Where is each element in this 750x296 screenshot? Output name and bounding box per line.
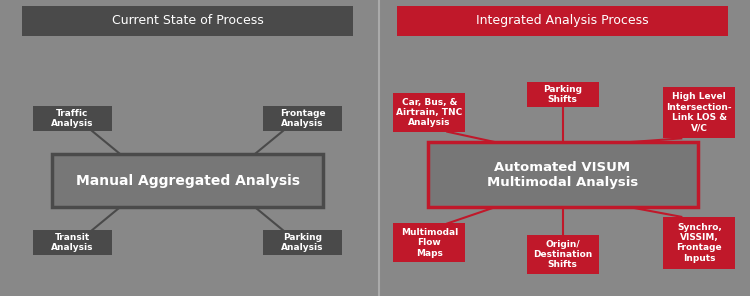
FancyBboxPatch shape bbox=[33, 106, 112, 131]
Text: Multimodal
Flow
Maps: Multimodal Flow Maps bbox=[400, 228, 458, 258]
Text: Automated VISUM
Multimodal Analysis: Automated VISUM Multimodal Analysis bbox=[487, 161, 638, 189]
Text: Current State of Process: Current State of Process bbox=[112, 14, 263, 27]
FancyBboxPatch shape bbox=[526, 82, 598, 107]
Text: Car, Bus, &
Airtrain, TNC
Analysis: Car, Bus, & Airtrain, TNC Analysis bbox=[396, 98, 463, 127]
Text: Traffic
Analysis: Traffic Analysis bbox=[51, 109, 94, 128]
FancyBboxPatch shape bbox=[33, 230, 112, 255]
Text: Transit
Analysis: Transit Analysis bbox=[51, 233, 94, 252]
FancyBboxPatch shape bbox=[263, 106, 342, 131]
Text: Manual Aggregated Analysis: Manual Aggregated Analysis bbox=[76, 173, 299, 188]
FancyBboxPatch shape bbox=[263, 230, 342, 255]
FancyBboxPatch shape bbox=[393, 223, 465, 262]
Text: Parking
Shifts: Parking Shifts bbox=[543, 85, 582, 104]
FancyBboxPatch shape bbox=[427, 142, 698, 207]
FancyBboxPatch shape bbox=[53, 154, 322, 207]
FancyBboxPatch shape bbox=[22, 6, 353, 36]
Text: Synchro,
VISSIM,
Frontage
Inputs: Synchro, VISSIM, Frontage Inputs bbox=[676, 223, 722, 263]
Text: Parking
Analysis: Parking Analysis bbox=[281, 233, 324, 252]
Text: Origin/
Destination
Shifts: Origin/ Destination Shifts bbox=[532, 240, 592, 269]
Text: Integrated Analysis Process: Integrated Analysis Process bbox=[476, 14, 649, 27]
Text: High Level
Intersection-
Link LOS &
V/C: High Level Intersection- Link LOS & V/C bbox=[667, 92, 732, 133]
FancyBboxPatch shape bbox=[393, 93, 465, 132]
Text: Frontage
Analysis: Frontage Analysis bbox=[280, 109, 326, 128]
FancyBboxPatch shape bbox=[397, 6, 728, 36]
FancyBboxPatch shape bbox=[526, 235, 598, 274]
FancyBboxPatch shape bbox=[663, 87, 735, 139]
FancyBboxPatch shape bbox=[663, 217, 735, 269]
